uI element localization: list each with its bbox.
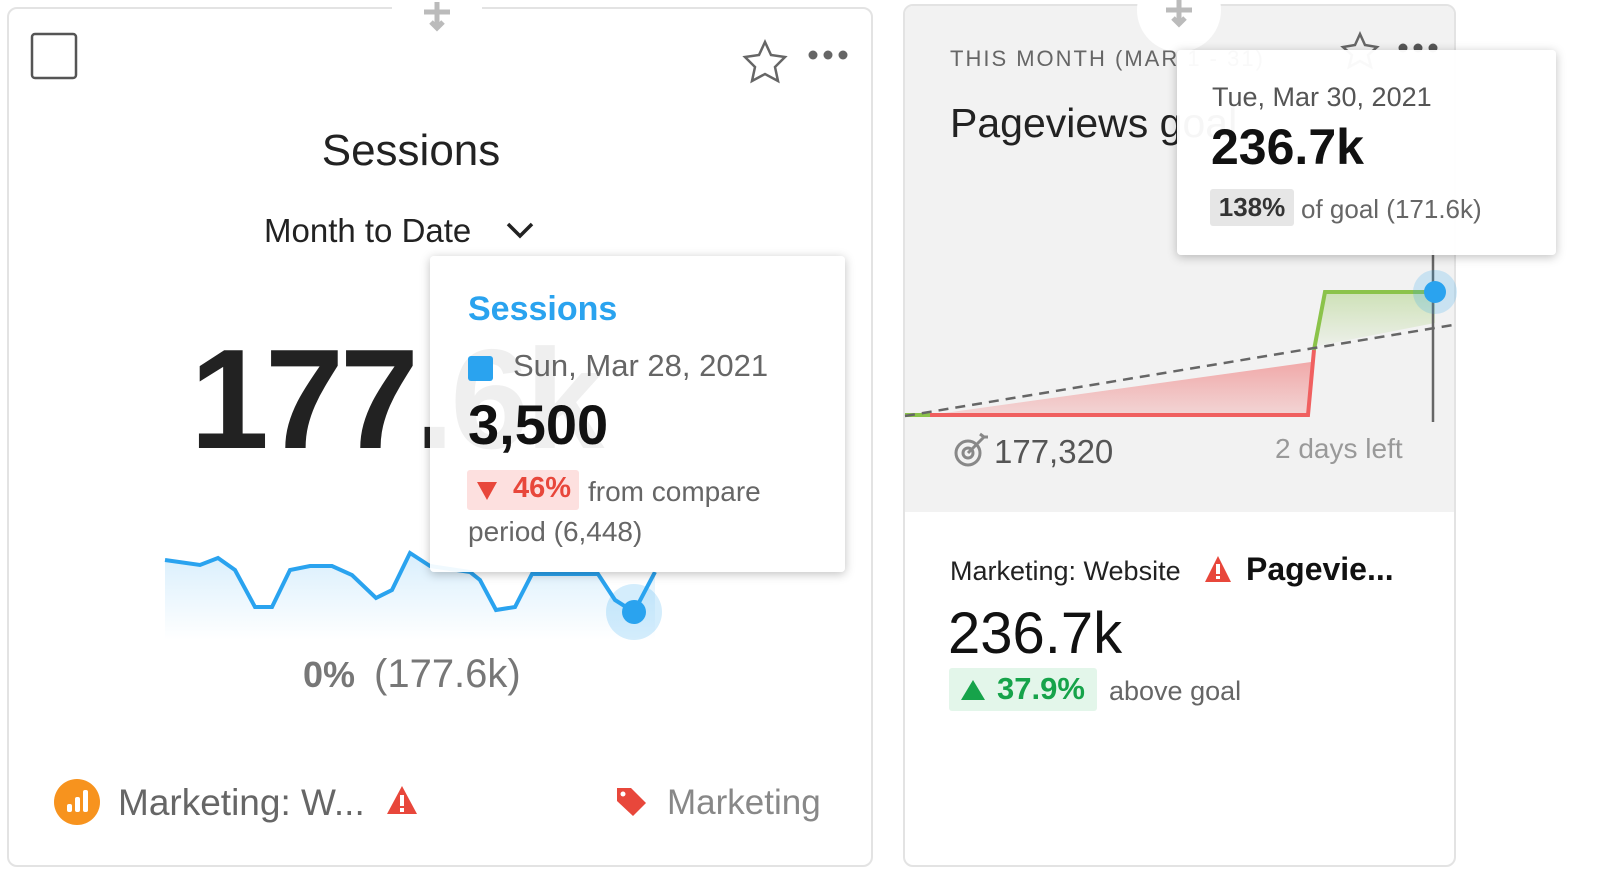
goal-value: 236.7k: [948, 601, 1123, 666]
goal-percent: 138%: [1210, 189, 1294, 226]
actual-line: [1312, 290, 1435, 351]
sparkline: [164, 550, 657, 615]
compare-text: from compare period (6,448): [468, 476, 761, 547]
star-icon[interactable]: [742, 39, 788, 84]
goal-line: [904, 323, 1454, 418]
change-badge: 46%: [467, 470, 579, 510]
source: Marketing: W...: [118, 782, 365, 823]
hover-dot: [1424, 281, 1446, 303]
hover-dot: [622, 600, 646, 624]
tooltip-value: 3,500: [468, 393, 609, 456]
drag-handle[interactable]: [424, 2, 450, 32]
metric-name: Pagevie...: [1246, 551, 1394, 587]
actual-line: [930, 349, 1316, 417]
goal-change: 37.9%: [997, 671, 1085, 706]
tooltip-change: 46%: [513, 472, 572, 504]
tooltip: Sessions Sun, Mar 28, 2021 3,500 46% fro…: [430, 256, 845, 572]
drag-handle[interactable]: [1166, 0, 1192, 28]
below-goal-area: [930, 362, 1311, 415]
days-left: 2 days left: [1275, 433, 1403, 464]
tooltip-date: Tue, Mar 30, 2021: [1212, 82, 1432, 112]
more-menu[interactable]: [808, 50, 848, 60]
tooltip-date: Sun, Mar 28, 2021: [513, 348, 769, 383]
target-icon: [954, 432, 988, 467]
goal-target: 177,320: [994, 433, 1114, 470]
above-goal-area: [1312, 292, 1435, 347]
change-badge: 37.9%: [949, 668, 1097, 711]
checkbox[interactable]: [30, 32, 78, 80]
up-arrow: [961, 680, 985, 700]
dropdown-chevron[interactable]: [506, 222, 534, 239]
previous-value: (177.6k): [374, 652, 521, 696]
source: Marketing: Website: [950, 556, 1181, 586]
period-selector[interactable]: Month to Date: [264, 212, 472, 249]
tooltip: Tue, Mar 30, 2021 236.7k 138% of goal (1…: [1177, 50, 1556, 255]
tag: Marketing: [667, 783, 821, 822]
down-arrow: [477, 482, 497, 500]
change: 0%: [303, 654, 356, 695]
change-text: above goal: [1109, 676, 1242, 706]
series-swatch: [468, 356, 493, 381]
goal-text: of goal (171.6k): [1301, 194, 1482, 224]
tooltip-series: Sessions: [468, 290, 618, 328]
tooltip-value: 236.7k: [1211, 119, 1364, 175]
card-title: Sessions: [321, 126, 501, 175]
